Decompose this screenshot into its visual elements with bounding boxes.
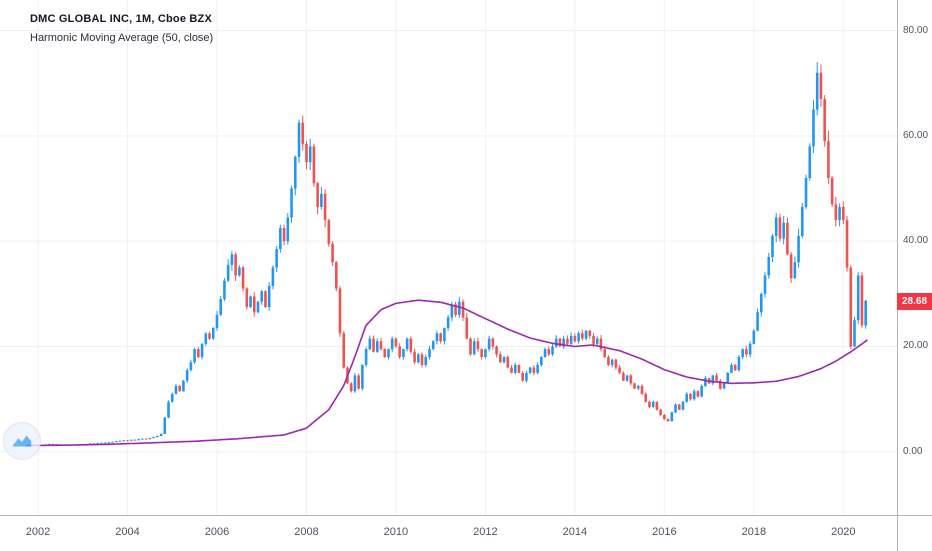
indicator-label[interactable]: Harmonic Moving Average (50, close) [30, 32, 214, 44]
price-tick-label: 60.00 [903, 129, 929, 141]
tradingview-logo[interactable] [3, 422, 41, 460]
time-tick-label: 2010 [383, 526, 409, 538]
time-tick-label: 2004 [115, 526, 140, 538]
time-tick-label: 2006 [204, 526, 230, 538]
time-tick-label: 2008 [294, 526, 319, 538]
harmonic-ma-line[interactable] [26, 299, 868, 447]
last-price-badge: 28.68 [897, 292, 932, 310]
time-tick-label: 2012 [473, 526, 498, 538]
candles[interactable] [25, 62, 867, 447]
time-tick-label: 2002 [25, 526, 51, 538]
price-axis[interactable]: 0.00 20.00 40.00 60.00 80.00 [897, 0, 932, 515]
time-tick-label: 2020 [831, 526, 856, 538]
area-chart-icon [12, 435, 32, 447]
price-tick-label: 80.00 [903, 24, 929, 36]
time-axis[interactable]: 2002 2004 2006 2008 2010 2012 2014 2016 2018 2020 [0, 515, 897, 551]
gridlines [0, 0, 897, 515]
time-tick-label: 2016 [652, 526, 677, 538]
legend: DMC GLOBAL INC, 1M, Cboe BZX Harmonic Mo… [30, 13, 213, 44]
price-tick-label: 40.00 [903, 235, 929, 247]
price-chart-canvas[interactable] [0, 0, 897, 515]
time-tick-label: 2014 [562, 526, 588, 538]
symbol-title[interactable]: DMC GLOBAL INC, 1M, Cboe BZX [30, 13, 213, 25]
time-tick-label: 2018 [741, 526, 767, 538]
price-tick-label: 20.00 [903, 340, 929, 352]
axis-corner [897, 515, 932, 551]
price-tick-label: 0.00 [903, 445, 923, 457]
